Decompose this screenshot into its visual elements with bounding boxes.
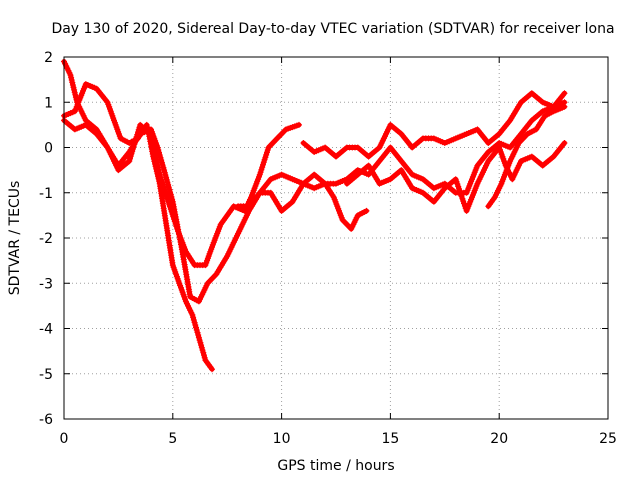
y-tick-label: -1 [39,186,53,202]
x-axis-label: GPS time / hours [277,458,394,474]
x-tick-label: 0 [60,431,69,447]
y-axis-label: SDTVAR / TECUs [7,181,23,296]
y-tick-label: 2 [44,50,53,66]
x-tick-label: 10 [273,431,291,447]
y-tick-label: 0 [44,141,53,157]
data-point-markers [300,90,568,160]
series-track-7 [485,103,568,210]
y-tick-label: -5 [39,367,53,383]
x-tick-label: 20 [490,431,508,447]
x-tick-label: 5 [168,431,177,447]
data-point-markers [485,103,568,210]
chart-title: Day 130 of 2020, Sidereal Day-to-day VTE… [51,21,614,37]
y-tick-label: -6 [39,412,53,428]
y-tick-label: -2 [39,231,53,247]
grid [64,57,608,419]
series-layer [61,58,568,373]
series-track-6 [343,140,568,214]
series-track-4 [235,99,568,210]
axis-ticks [63,56,609,420]
x-tick-label: 15 [381,431,399,447]
y-tick-label: -4 [39,322,53,338]
x-tick-label: 25 [599,431,617,447]
y-tick-label: 1 [44,95,53,111]
tick-labels: 0 5 10 15 20 25 -6 -5 -4 -3 -2 -1 0 1 2 [39,50,617,447]
series-track-5 [300,90,568,160]
y-tick-label: -3 [39,276,53,292]
data-point-markers [343,140,568,214]
